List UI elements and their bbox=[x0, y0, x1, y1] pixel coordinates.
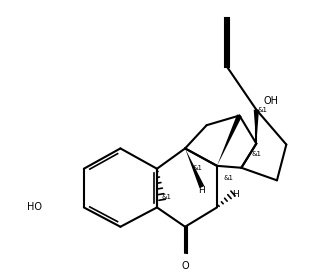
Text: &1: &1 bbox=[257, 107, 267, 113]
Text: &1: &1 bbox=[223, 176, 233, 181]
Text: OH: OH bbox=[264, 96, 279, 106]
Polygon shape bbox=[254, 110, 259, 144]
Text: &1: &1 bbox=[192, 165, 203, 171]
Text: O: O bbox=[181, 261, 189, 271]
Polygon shape bbox=[217, 114, 242, 166]
Text: &1: &1 bbox=[162, 194, 172, 200]
Text: H: H bbox=[232, 190, 239, 199]
Text: H: H bbox=[198, 186, 205, 194]
Text: &1: &1 bbox=[252, 151, 262, 157]
Polygon shape bbox=[185, 149, 204, 188]
Text: HO: HO bbox=[27, 202, 42, 212]
